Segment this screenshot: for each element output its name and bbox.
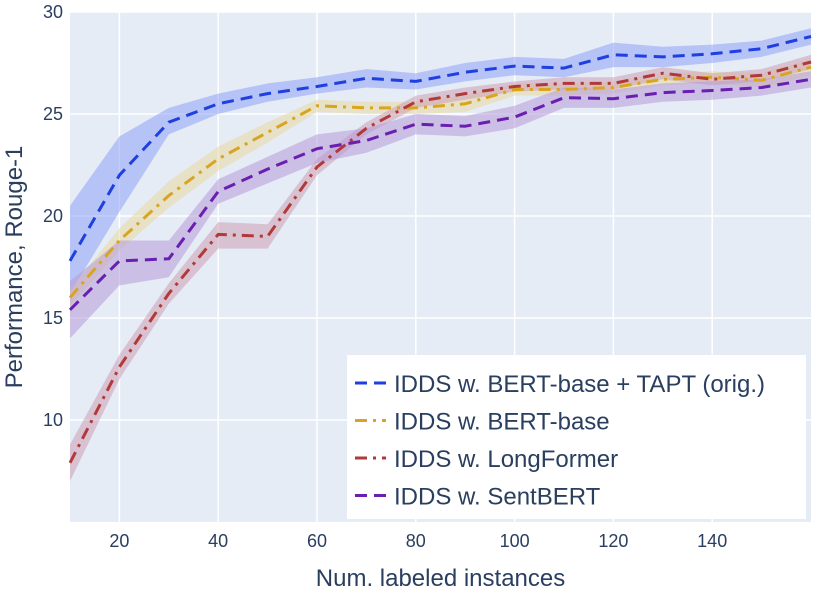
y-tick-label: 10 (43, 410, 63, 430)
y-axis-ticks: 10 15 20 25 30 (43, 2, 63, 430)
series-line-2 (68, 60, 812, 464)
x-tick-label: 100 (500, 531, 530, 551)
legend-label-3[interactable]: IDDS w. SentBERT (394, 484, 601, 511)
series-line-0 (68, 35, 812, 262)
series-line-1 (68, 65, 812, 299)
x-tick-label: 40 (208, 531, 228, 551)
x-tick-label: 140 (697, 531, 727, 551)
x-tick-label: 20 (109, 531, 129, 551)
y-tick-label: 30 (43, 2, 63, 22)
y-tick-label: 20 (43, 206, 63, 226)
x-axis-title: Num. labeled instances (316, 565, 565, 592)
legend-label-0[interactable]: IDDS w. BERT-base + TAPT (orig.) (394, 371, 765, 398)
x-tick-label: 120 (598, 531, 628, 551)
legend[interactable]: IDDS w. BERT-base + TAPT (orig.) IDDS w. … (347, 355, 806, 519)
legend-label-2[interactable]: IDDS w. LongFormer (394, 446, 618, 473)
band-0 (70, 28, 811, 294)
grid-lines (70, 11, 811, 522)
y-tick-label: 15 (43, 308, 63, 328)
y-axis-title: Performance, Rouge-1 (1, 146, 28, 389)
x-axis-ticks: 20 40 60 80 100 120 140 (109, 531, 727, 551)
y-tick-label: 25 (43, 104, 63, 124)
band-3 (70, 71, 811, 339)
series-lines (68, 35, 812, 464)
x-tick-label: 80 (406, 531, 426, 551)
legend-label-1[interactable]: IDDS w. BERT-base (394, 409, 610, 436)
x-tick-label: 60 (307, 531, 327, 551)
series-line-3 (68, 77, 812, 311)
legend-box (347, 355, 806, 519)
confidence-bands (70, 28, 811, 482)
